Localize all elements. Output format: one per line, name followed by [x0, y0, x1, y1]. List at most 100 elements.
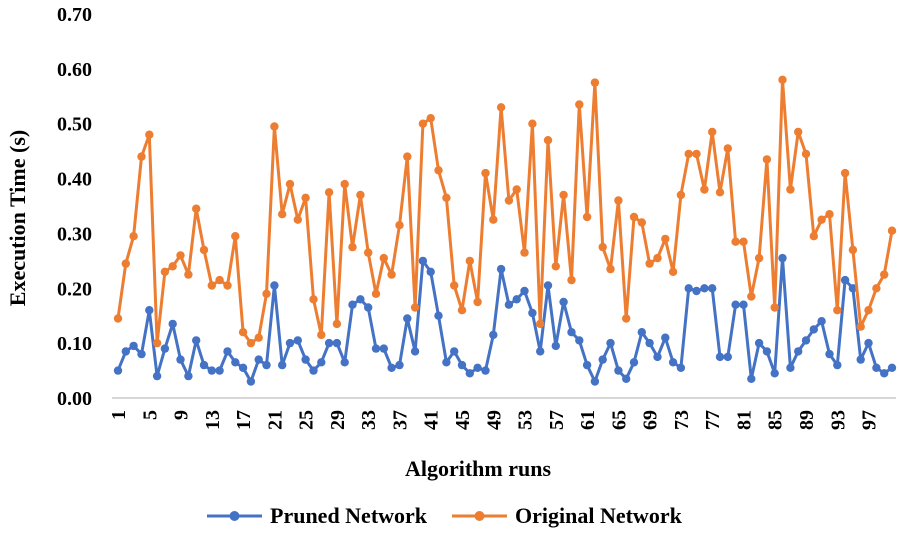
- data-point: [575, 336, 584, 345]
- legend-label-original: Original Network: [515, 503, 683, 528]
- data-point: [137, 349, 146, 359]
- y-tick-label: 0.60: [57, 59, 92, 81]
- data-point: [450, 347, 459, 356]
- data-point: [536, 347, 545, 356]
- data-point: [708, 284, 717, 293]
- data-point: [559, 190, 568, 200]
- data-point: [676, 190, 686, 200]
- data-point: [231, 358, 240, 367]
- data-point: [715, 188, 725, 197]
- y-tick-label: 0.30: [57, 223, 92, 245]
- data-point: [465, 256, 474, 266]
- data-point: [317, 330, 326, 340]
- y-tick-label: 0.50: [57, 114, 92, 136]
- data-point: [856, 322, 865, 331]
- data-point: [309, 366, 318, 375]
- x-tick-label: 13: [202, 410, 224, 430]
- data-point: [614, 196, 623, 205]
- data-point: [270, 281, 279, 290]
- data-point: [645, 259, 654, 268]
- data-point: [301, 193, 310, 202]
- data-point: [622, 374, 631, 383]
- data-point: [770, 369, 779, 378]
- x-tick-label: 73: [671, 410, 693, 430]
- data-point: [582, 360, 592, 370]
- data-point: [794, 347, 803, 356]
- data-point: [590, 377, 600, 386]
- data-point: [794, 127, 803, 137]
- data-point: [442, 358, 451, 367]
- data-point: [817, 317, 826, 326]
- data-point: [762, 347, 772, 356]
- x-tick-label: 25: [296, 410, 318, 430]
- data-point: [872, 284, 881, 293]
- data-point: [520, 286, 529, 296]
- data-point: [786, 185, 795, 194]
- x-tick-label: 45: [452, 410, 474, 430]
- data-point: [747, 292, 756, 301]
- data-point: [629, 212, 639, 222]
- data-point: [348, 300, 357, 309]
- data-point: [739, 300, 748, 309]
- data-point: [622, 314, 631, 323]
- data-point: [809, 325, 818, 334]
- data-point: [833, 306, 842, 315]
- data-point: [739, 237, 748, 246]
- legend-marker-pruned: [229, 511, 240, 521]
- data-point: [880, 270, 889, 279]
- x-tick-label: 65: [608, 410, 630, 430]
- data-point: [653, 253, 662, 263]
- data-point: [856, 355, 865, 364]
- data-point: [543, 281, 553, 290]
- data-point: [528, 119, 537, 128]
- data-point: [324, 338, 334, 348]
- data-point: [567, 275, 576, 285]
- data-point: [880, 369, 889, 378]
- data-point: [348, 242, 357, 252]
- data-point: [457, 360, 467, 370]
- series-line: [116, 78, 894, 345]
- data-point: [512, 295, 521, 304]
- data-point: [113, 366, 123, 375]
- data-point: [731, 237, 740, 246]
- data-point: [270, 122, 279, 131]
- data-point: [121, 347, 130, 356]
- data-point: [223, 281, 232, 290]
- x-tick-label: 17: [233, 410, 255, 430]
- data-point: [872, 363, 881, 372]
- x-tick-label: 9: [171, 410, 193, 420]
- data-point: [160, 267, 170, 276]
- data-point: [606, 338, 615, 348]
- data-point: [754, 338, 764, 348]
- data-point: [715, 352, 725, 362]
- data-point: [254, 333, 263, 342]
- legend-marker-original: [474, 511, 485, 521]
- data-point: [207, 366, 216, 375]
- y-tick-label: 0.20: [57, 278, 92, 300]
- data-point: [371, 344, 381, 353]
- data-point: [309, 295, 318, 304]
- data-point: [551, 262, 560, 271]
- data-point: [317, 358, 326, 367]
- data-point: [387, 270, 396, 279]
- data-point: [778, 75, 787, 85]
- data-point: [575, 100, 584, 109]
- data-point: [559, 297, 568, 307]
- x-tick-label: 29: [327, 410, 349, 430]
- data-point: [215, 366, 224, 375]
- x-tick-label: 33: [358, 410, 380, 430]
- data-point: [864, 306, 873, 315]
- data-point: [262, 360, 271, 370]
- data-point: [645, 338, 654, 348]
- data-point: [137, 152, 146, 161]
- data-point: [442, 193, 451, 202]
- data-point: [293, 215, 302, 224]
- data-point: [176, 355, 185, 364]
- data-point: [192, 204, 201, 213]
- data-point: [825, 210, 834, 219]
- data-point: [457, 306, 467, 315]
- data-point: [614, 366, 623, 375]
- data-point: [426, 267, 435, 276]
- data-point: [418, 119, 428, 128]
